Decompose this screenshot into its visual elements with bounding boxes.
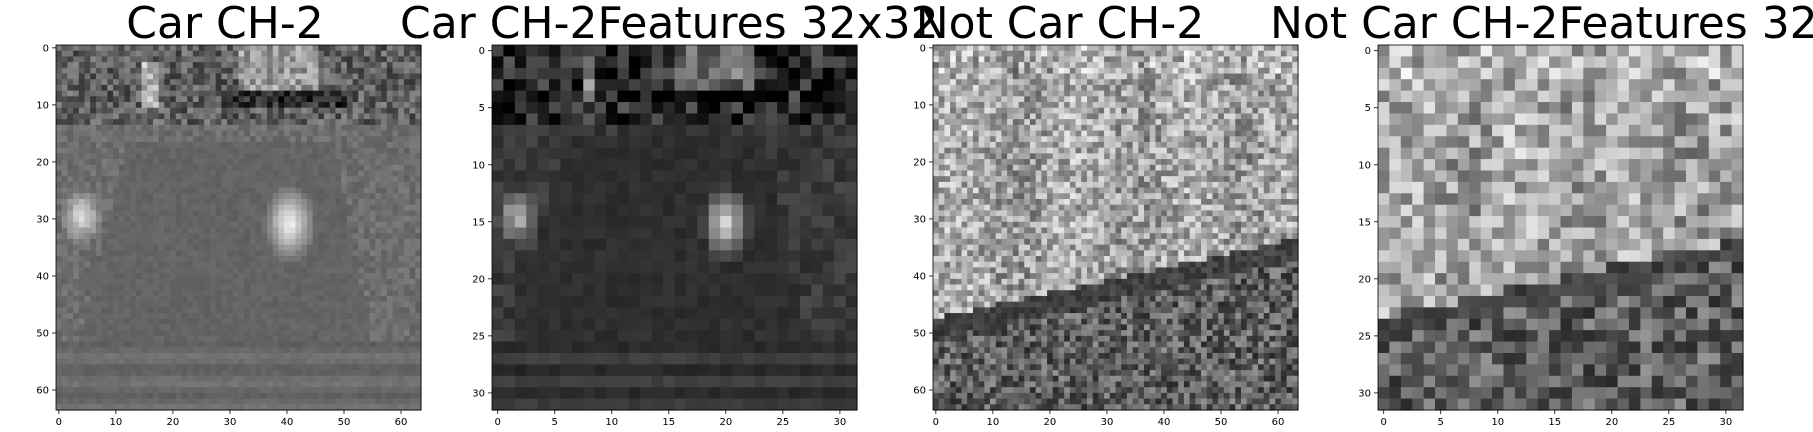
panel-notcar-ch2: Not Car CH-2 0 0 10 10 20 20 30 30 40 40 50 50 60 60 bbox=[840, 0, 1299, 432]
y-tick-label: 5 bbox=[1365, 103, 1371, 114]
y-tick-label: 0 bbox=[43, 43, 49, 54]
image-pixels bbox=[56, 45, 422, 411]
image-axes: 0 0 10 10 20 20 30 30 40 40 50 50 60 60 bbox=[913, 43, 1299, 428]
image-axes: 0 0 5 5 10 10 15 15 20 20 25 25 30 30 bbox=[472, 44, 858, 428]
y-tick-label: 40 bbox=[36, 271, 49, 282]
y-tick-label: 30 bbox=[1358, 388, 1371, 399]
y-tick-label: 20 bbox=[36, 157, 49, 168]
x-tick-label: 20 bbox=[1605, 417, 1618, 428]
x-tick-label: 15 bbox=[1548, 417, 1561, 428]
y-tick-label: 10 bbox=[472, 160, 485, 171]
y-tick-label: 15 bbox=[472, 217, 485, 228]
x-tick-label: 20 bbox=[1044, 417, 1057, 428]
panel-car-ch2: Car CH-2 0 0 10 10 20 20 30 30 40 40 50 50 60 60 bbox=[5, 0, 445, 432]
y-tick-label: 30 bbox=[913, 214, 926, 225]
axes-frame bbox=[1377, 44, 1744, 411]
x-tick-label: 10 bbox=[987, 417, 1000, 428]
image-pixels bbox=[1378, 45, 1744, 411]
x-tick-label: 0 bbox=[933, 417, 939, 428]
x-tick-label: 50 bbox=[338, 417, 351, 428]
axes-frame bbox=[55, 44, 422, 411]
y-tick-label: 20 bbox=[472, 274, 485, 285]
y-tick-label: 60 bbox=[913, 386, 926, 397]
x-tick-label: 25 bbox=[1662, 417, 1675, 428]
x-tick-label: 50 bbox=[1215, 417, 1228, 428]
x-tick-label: 0 bbox=[1381, 417, 1387, 428]
x-tick-label: 0 bbox=[56, 417, 62, 428]
x-tick-label: 40 bbox=[1158, 417, 1171, 428]
image-axes: 0 0 5 5 10 10 15 15 20 20 25 25 30 30 bbox=[1358, 44, 1744, 428]
y-tick-label: 25 bbox=[1358, 331, 1371, 342]
x-tick-label: 20 bbox=[719, 417, 732, 428]
y-tick-label: 0 bbox=[920, 43, 926, 54]
y-tick-label: 0 bbox=[1365, 46, 1371, 57]
y-tick-label: 10 bbox=[1358, 160, 1371, 171]
y-tick-label: 20 bbox=[913, 157, 926, 168]
panel-title: Car CH-2Features 32x32 bbox=[400, 0, 939, 49]
y-tick-label: 10 bbox=[36, 100, 49, 111]
image-plot: 0 0 5 5 10 10 15 15 20 20 25 25 30 30 bbox=[1350, 44, 1750, 428]
x-tick-label: 60 bbox=[1272, 417, 1285, 428]
image-pixels bbox=[933, 45, 1299, 411]
x-tick-label: 30 bbox=[834, 417, 847, 428]
image-plot: 0 0 5 5 10 10 15 15 20 20 25 25 30 30 bbox=[464, 44, 864, 428]
y-tick-label: 20 bbox=[1358, 274, 1371, 285]
y-tick-label: 50 bbox=[36, 329, 49, 340]
panel-car-ch2-features: Car CH-2Features 32x32 0 0 5 5 10 10 15 15 20 20 2… bbox=[400, 0, 939, 432]
y-tick-label: 50 bbox=[913, 329, 926, 340]
x-tick-label: 40 bbox=[281, 417, 294, 428]
y-tick-label: 60 bbox=[36, 386, 49, 397]
x-tick-label: 10 bbox=[110, 417, 123, 428]
x-tick-label: 25 bbox=[776, 417, 789, 428]
x-tick-label: 60 bbox=[395, 417, 408, 428]
x-tick-label: 0 bbox=[495, 417, 501, 428]
image-pixels bbox=[492, 45, 858, 411]
y-tick-label: 30 bbox=[36, 214, 49, 225]
image-axes: 0 0 10 10 20 20 30 30 40 40 50 50 60 60 bbox=[36, 43, 422, 428]
x-tick-label: 10 bbox=[605, 417, 618, 428]
y-tick-label: 10 bbox=[913, 100, 926, 111]
panel-title: Not Car CH-2 bbox=[915, 0, 1205, 49]
x-tick-label: 5 bbox=[1438, 417, 1444, 428]
panel-title: Car CH-2 bbox=[126, 0, 324, 49]
image-plot: 0 0 10 10 20 20 30 30 40 40 50 50 60 60 bbox=[905, 43, 1305, 428]
y-tick-label: 25 bbox=[472, 331, 485, 342]
x-tick-label: 30 bbox=[224, 417, 237, 428]
y-tick-label: 40 bbox=[913, 271, 926, 282]
y-tick-label: 30 bbox=[472, 388, 485, 399]
panel-notcar-ch2-features: Not Car CH-2Features 32x32 0 0 5 5 10 10 15 15 2… bbox=[1270, 0, 1813, 432]
x-tick-label: 10 bbox=[1491, 417, 1504, 428]
axes-frame bbox=[491, 44, 858, 411]
x-tick-label: 20 bbox=[167, 417, 180, 428]
y-tick-label: 0 bbox=[479, 46, 485, 57]
y-tick-label: 15 bbox=[1358, 217, 1371, 228]
y-tick-label: 5 bbox=[479, 103, 485, 114]
x-tick-label: 5 bbox=[552, 417, 558, 428]
x-tick-label: 30 bbox=[1720, 417, 1733, 428]
x-tick-label: 30 bbox=[1101, 417, 1114, 428]
axes-frame bbox=[932, 44, 1299, 411]
image-plot: 0 0 10 10 20 20 30 30 40 40 50 50 60 60 bbox=[28, 43, 428, 428]
panel-title: Not Car CH-2Features 32x32 bbox=[1270, 0, 1813, 49]
x-tick-label: 15 bbox=[662, 417, 675, 428]
